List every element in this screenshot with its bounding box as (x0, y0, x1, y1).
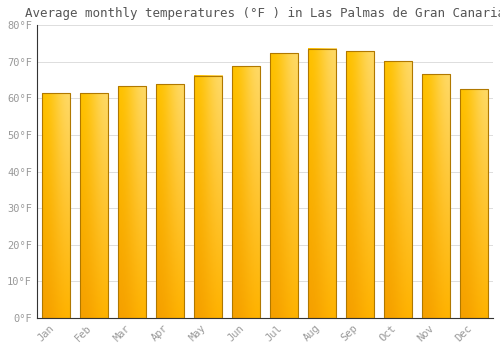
Bar (156, 84, 184, 318)
Bar (194, 76, 222, 318)
Bar (422, 74, 450, 318)
Title: Average monthly temperatures (°F ) in Las Palmas de Gran Canaria: Average monthly temperatures (°F ) in La… (25, 7, 500, 20)
Bar (118, 86, 146, 318)
Bar (80, 93, 108, 318)
Bar (308, 49, 336, 318)
Bar (460, 89, 488, 318)
Bar (42, 93, 70, 318)
Bar (346, 51, 374, 318)
Bar (232, 66, 260, 318)
Bar (270, 54, 298, 318)
Bar (384, 61, 412, 318)
